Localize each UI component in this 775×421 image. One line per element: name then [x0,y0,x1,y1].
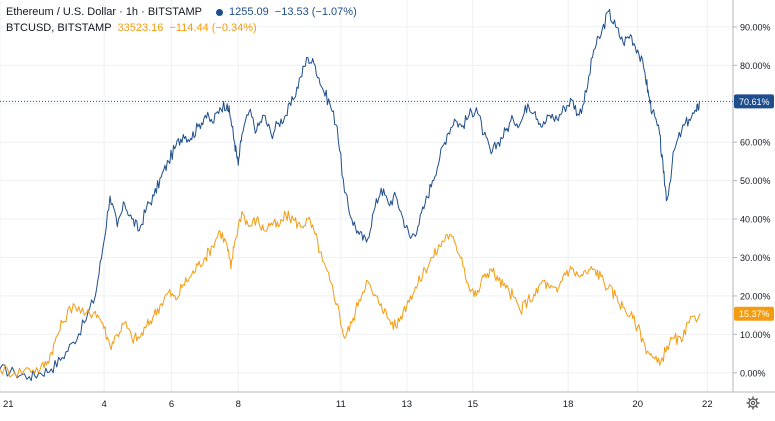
gear-icon[interactable] [745,396,761,412]
y-tick-label: 60.00% [740,138,771,148]
legend-row-btc: BTCUSD, BITSTAMP 33523.16 −114.44 (−0.34… [6,20,357,36]
badge-btc: 15.37% [739,309,770,319]
x-tick-label: 20 [632,399,643,410]
legend-eth-price: 1255.09 [229,6,269,18]
y-tick-label: 20.00% [740,291,771,301]
x-tick-label: 18 [563,399,574,410]
y-tick-label: 40.00% [740,215,771,225]
legend-btc-price: 33523.16 [117,22,164,34]
x-tick-label: 15 [467,399,478,410]
x-tick-label: 11 [336,399,346,410]
x-tick-label: 4 [101,399,106,410]
legend-eth-change: −13.53 (−1.07%) [274,6,357,18]
y-tick-label: 10.00% [740,330,771,340]
badge-eth-bg [734,94,774,109]
eth-dot-icon [216,8,224,16]
series-line-eth[interactable] [0,8,701,382]
series-line-btc[interactable] [0,210,701,378]
y-tick-label: 30.00% [740,253,771,263]
x-tick-label: 6 [169,399,174,410]
chart-legend: Ethereum / U.S. Dollar · 1h · BITSTAMP 1… [6,4,357,36]
legend-row-eth: Ethereum / U.S. Dollar · 1h · BITSTAMP 1… [6,4,357,20]
y-tick-label: 50.00% [740,176,771,186]
y-tick-label: 80.00% [740,61,771,71]
x-tick-label: 13 [402,399,413,410]
x-tick-label: 8 [236,399,241,410]
y-tick-label: 0.00% [740,368,766,378]
y-tick-label: 90.00% [740,22,771,32]
legend-btc-change: −114.44 (−0.34%) [169,22,257,34]
badge-btc-bg [734,306,774,321]
legend-eth-symbol[interactable]: Ethereum / U.S. Dollar · 1h · BITSTAMP [6,6,203,18]
badge-eth: 70.61% [739,97,770,107]
legend-btc-symbol[interactable]: BTCUSD, BITSTAMP [6,22,112,34]
x-tick-label: 22 [702,399,713,410]
x-tick-label: 21 [3,399,14,410]
